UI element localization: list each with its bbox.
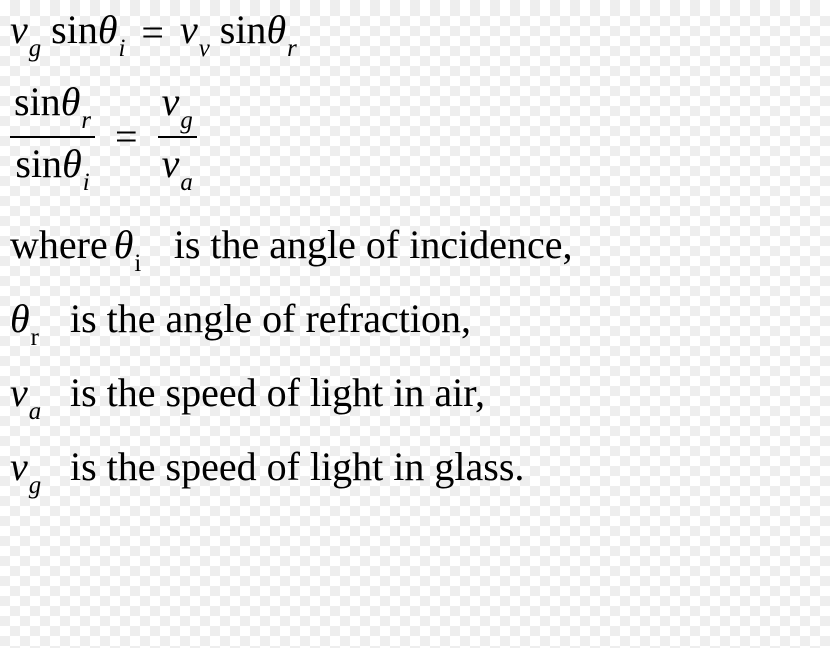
sin: sin [14, 79, 61, 124]
sub-a: a [180, 169, 192, 196]
eq1-lhs: vg sinθi [10, 6, 125, 60]
equation-1: vg sinθi = vv sinθr [10, 6, 820, 60]
def-theta-i: where θi is the angle of incidence, [10, 221, 820, 275]
frac-num: vg [158, 78, 197, 134]
symbol-v-a: va [10, 369, 56, 423]
eq1-rhs: vv sinθr [180, 6, 297, 60]
sin: sin [51, 7, 98, 52]
sin: sin [220, 7, 267, 52]
theta: θ [62, 141, 82, 186]
sub-i: i [134, 250, 141, 277]
equals-sign: = [141, 9, 164, 57]
frac-den: va [158, 140, 197, 196]
sub-a: a [29, 398, 41, 425]
frac-den: sinθi [11, 140, 93, 196]
frac-lhs: sinθr sinθi [10, 78, 95, 196]
fraction-bar [10, 136, 95, 138]
var-v: v [10, 7, 28, 52]
def-text: is the speed of light in air, [70, 369, 485, 417]
var-v: v [10, 370, 28, 415]
var-v: v [180, 7, 198, 52]
theta: θ [266, 7, 286, 52]
theta: θ [98, 7, 118, 52]
sub-r: r [287, 35, 297, 62]
sub-g: g [29, 472, 41, 499]
def-v-a: va is the speed of light in air, [10, 369, 820, 423]
sub-i: i [83, 169, 90, 196]
symbol-theta-i: θi [114, 221, 160, 275]
sub-g: g [29, 35, 41, 62]
frac-rhs: vg va [158, 78, 197, 196]
fraction-bar [158, 136, 197, 138]
theta: θ [10, 296, 30, 341]
def-theta-r: θr is the angle of refraction, [10, 295, 820, 349]
sin: sin [15, 141, 62, 186]
def-text: is the speed of light in glass. [70, 443, 524, 491]
sub-r: r [31, 324, 39, 351]
var-v: v [162, 79, 180, 124]
equations-page: vg sinθi = vv sinθr sinθr sinθi = vg va [0, 6, 830, 496]
theta: θ [114, 222, 134, 267]
def-text: is the angle of refraction, [70, 295, 471, 343]
var-v: v [10, 444, 28, 489]
symbol-v-g: vg [10, 443, 56, 497]
var-v: v [162, 141, 180, 186]
theta: θ [61, 79, 81, 124]
symbol-theta-r: θr [10, 295, 56, 349]
where-word: where [10, 221, 108, 269]
sub-i: i [119, 35, 126, 62]
def-text: is the angle of incidence, [174, 221, 573, 269]
equals-sign: = [115, 113, 138, 161]
sub-g: g [180, 107, 192, 134]
sub-v: v [199, 35, 210, 62]
sub-r: r [81, 107, 91, 134]
equation-2: sinθr sinθi = vg va [10, 78, 820, 196]
def-v-g: vg is the speed of light in glass. [10, 443, 820, 497]
frac-num: sinθr [10, 78, 95, 134]
